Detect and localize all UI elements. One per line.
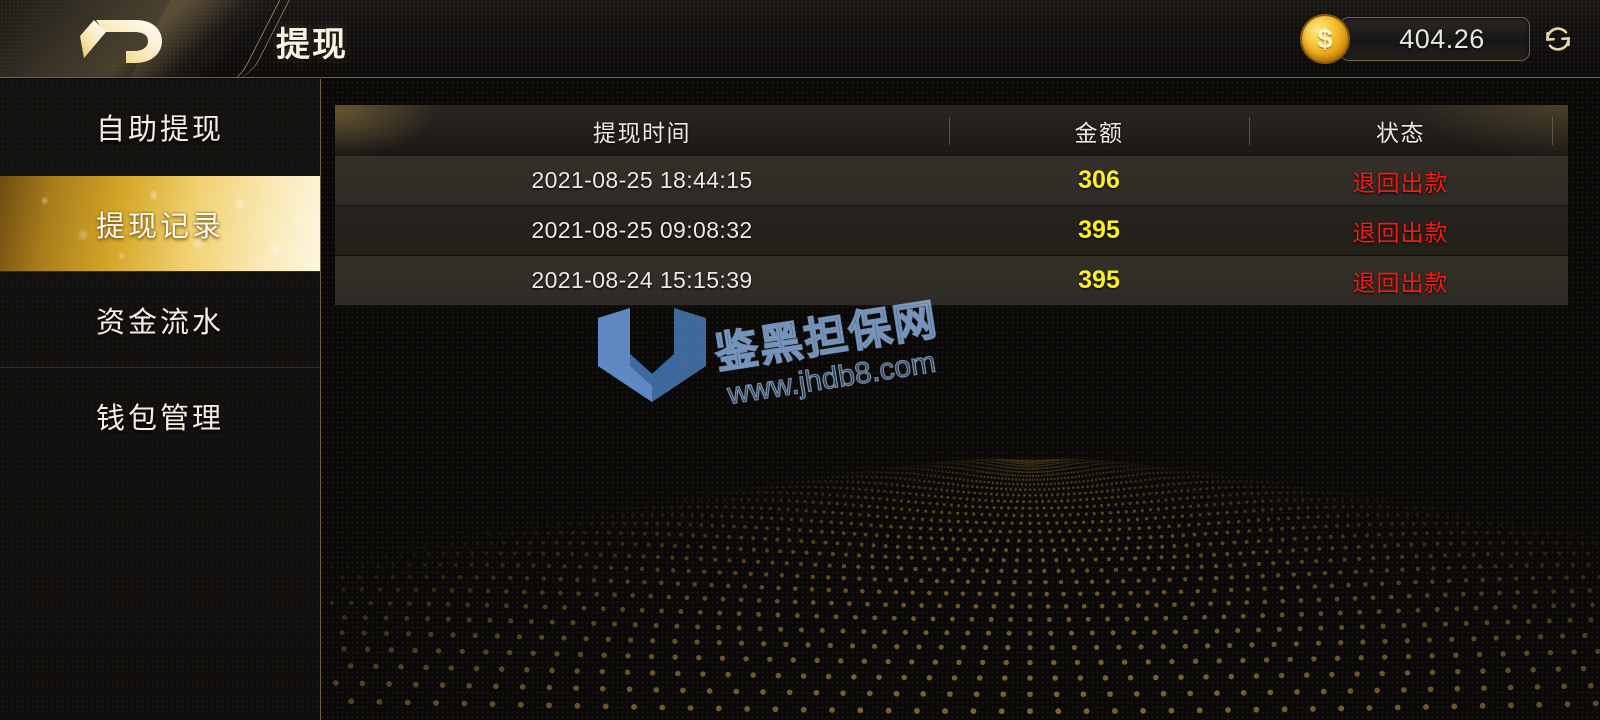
top-bar: 提现 $ 404.26 (0, 0, 1600, 78)
decorative-dot-field (330, 420, 1600, 720)
watermark-m-logo-icon (598, 308, 706, 402)
balance-display[interactable]: 404.26 (1340, 17, 1530, 61)
sidebar-item-label: 资金流水 (95, 306, 224, 339)
status-badge: 退回出款 (1352, 219, 1449, 246)
sidebar-item-label: 提现记录 (95, 210, 224, 243)
table-header-row: 提现时间 金额 状态 订单信息 (335, 105, 1568, 156)
balance-value: 404.26 (1399, 23, 1485, 54)
gold-coin-icon: $ (1302, 16, 1348, 62)
sidebar-item-self-withdraw[interactable]: 自助提现 (0, 79, 320, 175)
table-row[interactable]: 2021-08-24 15:15:39 395 退回出款 查看》 (335, 256, 1568, 306)
sidebar-item-label: 自助提现 (95, 114, 224, 146)
table-row[interactable]: 2021-08-25 09:08:32 395 退回出款 查看》 (335, 206, 1568, 256)
brand-d-logo-icon[interactable] (62, 8, 182, 72)
column-header-order: 订单信息 (1552, 114, 1600, 148)
cell-time: 2021-08-25 18:44:15 (531, 167, 753, 193)
sidebar-item-wallet-management[interactable]: 钱包管理 (0, 367, 320, 463)
sidebar-item-withdraw-records[interactable]: 提现记录 (0, 175, 320, 271)
watermark: 鉴黑担保网 www.jhdb8.com (586, 295, 986, 416)
page-title: 提现 (276, 26, 348, 64)
column-header-time: 提现时间 (593, 119, 691, 146)
withdraw-records-table: 提现时间 金额 状态 订单信息 2021-08-25 18:44:15 306 … (335, 105, 1568, 306)
sidebar-item-label: 钱包管理 (95, 402, 224, 435)
column-header-amount: 金额 (949, 114, 1249, 148)
cell-time: 2021-08-24 15:15:39 (531, 267, 753, 293)
cell-time: 2021-08-25 09:08:32 (531, 217, 753, 243)
balance-group: $ 404.26 (1302, 13, 1578, 65)
view-order-link[interactable]: 查看》 (1552, 215, 1600, 247)
view-order-link[interactable]: 查看》 (1552, 165, 1600, 197)
status-badge: 退回出款 (1352, 169, 1449, 196)
dot-field-svg (330, 458, 1600, 715)
watermark-url: www.jhdb8.com (725, 345, 939, 412)
view-order-link[interactable]: 查看》 (1552, 265, 1600, 297)
sidebar-item-fund-flow[interactable]: 资金流水 (0, 271, 320, 367)
cell-amount: 395 (1078, 216, 1120, 244)
sidebar: 自助提现 提现记录 资金流水 钱包管理 (0, 79, 321, 720)
cell-amount: 306 (1078, 166, 1120, 194)
column-header-status: 状态 (1249, 114, 1552, 148)
table-row[interactable]: 2021-08-25 18:44:15 306 退回出款 查看》 (335, 156, 1568, 206)
cell-amount: 395 (1078, 266, 1120, 294)
status-badge: 退回出款 (1352, 269, 1449, 296)
refresh-icon[interactable] (1538, 19, 1578, 59)
